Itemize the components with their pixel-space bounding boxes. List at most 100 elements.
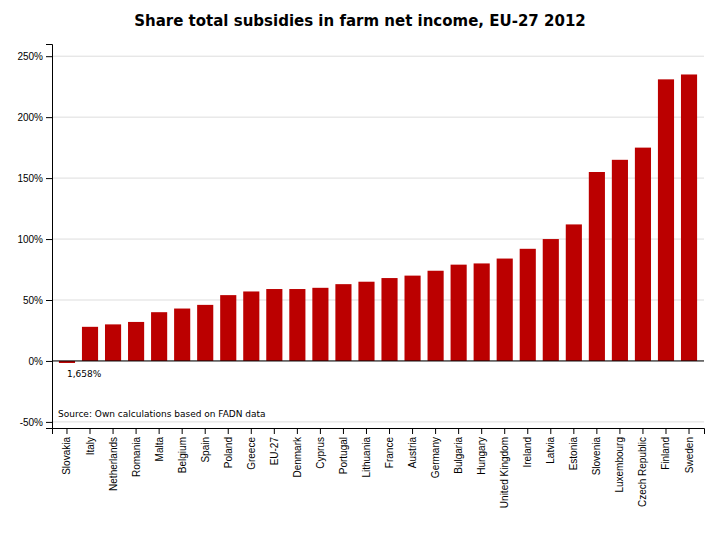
x-tick-label: Malta <box>154 437 165 462</box>
x-tick-mark <box>504 428 505 434</box>
x-tick: Finland <box>660 428 671 470</box>
x-tick-label: Spain <box>200 437 211 463</box>
grid-line <box>52 421 704 422</box>
x-tick-label: Czech Republic <box>637 437 648 507</box>
y-tick: 100% <box>17 234 52 245</box>
x-tick-label: Cyprus <box>315 437 326 469</box>
y-tick-label: 250% <box>17 51 43 62</box>
x-tick-label: Greece <box>246 437 257 470</box>
x-tick-mark <box>389 428 390 434</box>
x-tick-mark <box>527 428 528 434</box>
x-tick-label: Luxembourg <box>614 437 625 493</box>
x-tick: Cyprus <box>315 428 326 469</box>
x-tick: Sweden <box>684 428 695 473</box>
y-tick: 50% <box>23 295 52 306</box>
x-tick: Austria <box>407 428 418 468</box>
bar <box>520 249 536 361</box>
x-tick-label: Austria <box>407 437 418 469</box>
bar <box>681 74 697 360</box>
x-tick: Malta <box>154 428 165 461</box>
y-tick-label: -50% <box>20 417 43 428</box>
bar <box>105 324 121 361</box>
bar <box>381 278 397 361</box>
grid-line <box>52 360 704 361</box>
y-tick-mark <box>46 361 52 362</box>
bar <box>589 172 605 361</box>
bar <box>266 289 282 361</box>
y-tick-mark <box>46 178 52 179</box>
title: Share total subsidies in farm net income… <box>134 12 586 30</box>
x-tick-label: Belgium <box>177 437 188 473</box>
x-tick: Czech Republic <box>637 428 648 507</box>
x-tick-label: Lithuania <box>361 437 372 478</box>
x-tick-label: Poland <box>223 437 234 468</box>
x-tick-label: Estonia <box>568 437 579 471</box>
x-tick: Italy <box>85 428 96 455</box>
x-tick-mark <box>343 428 344 434</box>
chart: -50% 0% 50% 100% 150% 200% 250% Slovakia Italy Ne… <box>0 0 720 540</box>
x-tick: Estonia <box>568 428 579 470</box>
x-tick-mark <box>619 428 620 434</box>
x-tick: Slovakia <box>61 428 72 475</box>
x-tick: Netherlands <box>108 428 119 491</box>
x-tick-mark <box>274 428 275 434</box>
x-tick-label: Italy <box>85 437 96 455</box>
plot: -50% 0% 50% 100% 150% 200% 250% Slovakia Italy Ne… <box>17 45 704 509</box>
x-tick-mark <box>159 428 160 434</box>
x-tick: Hungary <box>476 428 487 475</box>
grid-line <box>52 239 704 240</box>
zero-line <box>52 360 704 361</box>
x-tick: United Kingdom <box>499 428 510 508</box>
y-tick-mark <box>46 239 52 240</box>
bar <box>497 259 513 361</box>
x-tick-label: Portugal <box>338 437 349 474</box>
x-tick: Bulgaria <box>453 428 464 474</box>
x-tick: Romania <box>131 428 142 477</box>
y-tick-mark <box>46 300 52 301</box>
y-tick-mark <box>46 422 52 423</box>
y-tick-mark <box>46 56 52 57</box>
x-tick-mark <box>136 428 137 434</box>
x-tick-mark <box>228 428 229 434</box>
x-axis: Slovakia Italy Netherlands Romania Malta Belg… <box>53 428 705 508</box>
bar <box>243 291 259 360</box>
x-tick-label: France <box>384 437 395 469</box>
x-tick-mark <box>366 428 367 434</box>
y-tick: 200% <box>17 112 52 123</box>
x-tick: Slovenia <box>591 428 602 475</box>
x-tick: Spain <box>200 428 211 463</box>
y-tick-label: 50% <box>23 295 43 306</box>
x-tick: France <box>384 428 395 468</box>
bar <box>612 160 628 361</box>
bar <box>428 271 444 361</box>
x-tick-mark <box>90 428 91 434</box>
x-tick-mark <box>435 428 436 434</box>
x-tick: Greece <box>246 428 257 470</box>
x-tick-label: Slovakia <box>61 437 72 475</box>
bar <box>174 309 190 361</box>
bar <box>197 305 213 361</box>
x-tick: Denmark <box>292 428 303 478</box>
x-tick-mark <box>251 428 252 434</box>
bar <box>451 265 467 361</box>
grid-line <box>52 117 704 118</box>
bars <box>52 74 704 362</box>
x-tick-mark <box>320 428 321 434</box>
x-tick-mark <box>689 428 690 434</box>
x-tick-label: United Kingdom <box>499 437 510 508</box>
bar <box>82 327 98 361</box>
y-tick-label: 150% <box>17 173 43 184</box>
grid-line <box>52 178 704 179</box>
y-tick-mark <box>46 117 52 118</box>
bar <box>128 322 144 361</box>
x-tick: Luxembourg <box>614 428 625 493</box>
y-tick: -50% <box>20 417 52 428</box>
x-tick-mark <box>573 428 574 434</box>
x-tick: Latvia <box>545 428 556 464</box>
y-tick-label: 0% <box>29 356 44 367</box>
y-tick-label: 100% <box>17 234 43 245</box>
bar <box>312 288 328 361</box>
x-tick: EU-27 <box>269 428 280 465</box>
x-tick: Portugal <box>338 428 349 474</box>
x-tick-label: Romania <box>131 437 142 477</box>
